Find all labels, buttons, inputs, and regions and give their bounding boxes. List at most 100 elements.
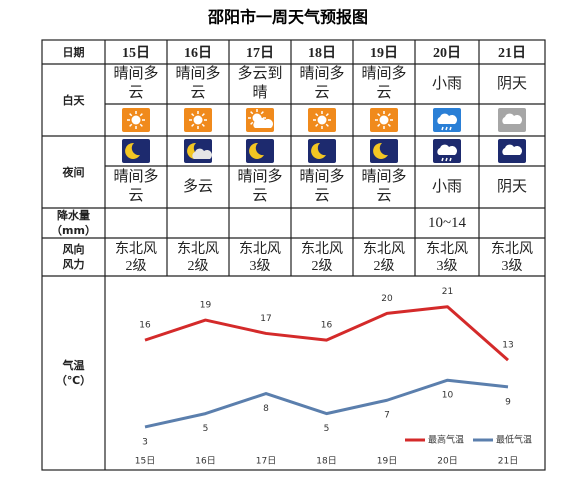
data-label: 21	[442, 287, 453, 297]
night-weather: 晴间多云	[353, 166, 415, 208]
day-weather-text: 晴间多云	[361, 66, 407, 101]
weather-icon	[246, 139, 274, 163]
date-text: 19日	[370, 46, 398, 61]
night-weather-text: 多云	[182, 178, 213, 195]
icon-sun	[379, 115, 389, 125]
icon-ray	[260, 111, 264, 115]
wind-text: 东北风	[115, 242, 157, 257]
legend-label: 最低气温	[496, 434, 532, 446]
icon-ray	[315, 113, 319, 117]
data-label: 17	[260, 314, 271, 324]
data-label: 9	[505, 397, 511, 407]
label-date: 日期	[42, 40, 105, 64]
weather-icon	[498, 139, 526, 163]
x-tick-label: 15日	[135, 456, 155, 467]
wind-text: 东北风	[177, 242, 219, 257]
wind-text: 东北风	[239, 242, 281, 257]
wind-text: 东北风	[301, 242, 343, 257]
weather-icon	[433, 139, 461, 163]
day-weather: 多云到晴	[229, 64, 291, 104]
wind-text: 东北风	[363, 242, 405, 257]
wind-text: 2级	[311, 259, 333, 274]
day-weather-text: 晴间多云	[299, 66, 345, 101]
weather-icon	[308, 139, 336, 163]
precip-text: 10~14	[427, 214, 467, 231]
icon-moon	[311, 142, 326, 159]
wind: 东北风 3级	[479, 240, 545, 276]
data-label: 3	[142, 437, 148, 447]
wind: 东北风 3级	[229, 240, 291, 276]
date: 19日	[353, 40, 415, 64]
x-tick-label: 18日	[316, 456, 336, 467]
temp-line	[144, 378, 509, 429]
weather-icon	[498, 108, 526, 132]
date: 15日	[105, 40, 167, 64]
date: 20日	[415, 40, 479, 64]
day-weather-text: 晴间多云	[175, 66, 221, 101]
night-weather-text: 晴间多云	[299, 169, 345, 204]
x-tick-label: 19日	[377, 456, 397, 467]
date-text: 16日	[184, 46, 212, 61]
wind-text: 东北风	[426, 242, 468, 257]
label-precip: 降水量 （mm）	[42, 208, 105, 238]
title: 邵阳市一周天气预报图	[207, 8, 368, 27]
icon-cloud	[502, 144, 522, 155]
icon-cloud	[437, 113, 457, 124]
date: 18日	[291, 40, 353, 64]
legend-label: 最高气温	[428, 434, 464, 446]
icon-ray	[377, 123, 381, 127]
wind: 东北风 2级	[353, 240, 415, 276]
icon-ray	[201, 113, 205, 117]
label-night-text: 夜间	[62, 165, 85, 179]
data-label: 7	[384, 411, 390, 421]
day-weather: 小雨	[415, 64, 479, 104]
label-wind: 风向 风力	[42, 238, 105, 276]
icon-moon	[373, 142, 388, 159]
x-tick-label: 20日	[437, 456, 457, 467]
night-weather-text: 晴间多云	[113, 169, 159, 204]
icon-cloud	[437, 144, 457, 155]
weather-icon	[122, 139, 150, 163]
data-label: 8	[263, 404, 269, 414]
icon-ray	[387, 123, 391, 127]
day-weather-text: 阴天	[496, 75, 527, 92]
date-text: 20日	[433, 46, 461, 61]
table-lines	[41, 39, 546, 471]
precip: 10~14	[415, 208, 479, 238]
data-label: 19	[200, 301, 212, 311]
weather-icon	[246, 108, 274, 132]
date-text: 18日	[308, 46, 336, 61]
night-weather: 多云	[167, 166, 229, 208]
data-label: 5	[203, 424, 209, 434]
label-temp-line: 气温	[62, 359, 85, 372]
date-text: 17日	[246, 46, 274, 61]
weather-icon	[433, 108, 461, 132]
icon-drop	[441, 126, 444, 131]
day-weather-text: 小雨	[431, 75, 462, 92]
data-label: 5	[324, 424, 330, 434]
night-weather: 晴间多云	[105, 166, 167, 208]
day-weather: 阴天	[479, 64, 545, 104]
wind-text: 东北风	[491, 242, 533, 257]
wind-text: 2级	[125, 259, 147, 274]
wind-text: 3级	[501, 259, 523, 274]
weather-icon	[184, 139, 212, 163]
night-weather-text: 晴间多云	[361, 169, 407, 204]
day-weather: 晴间多云	[353, 64, 415, 104]
icon-ray	[139, 123, 143, 127]
x-tick-label: 21日	[498, 456, 518, 467]
day-weather: 晴间多云	[167, 64, 229, 104]
icon-moon	[249, 142, 264, 159]
label-day: 白天	[42, 64, 105, 136]
weather-icon	[370, 139, 398, 163]
data-label: 20	[381, 294, 393, 304]
icon-ray	[377, 113, 381, 117]
icon-ray	[201, 123, 205, 127]
icon-ray	[139, 113, 143, 117]
icon-sun	[131, 115, 141, 125]
wind: 东北风 2级	[167, 240, 229, 276]
icon-ray	[129, 113, 133, 117]
data-label: 10	[442, 391, 454, 401]
